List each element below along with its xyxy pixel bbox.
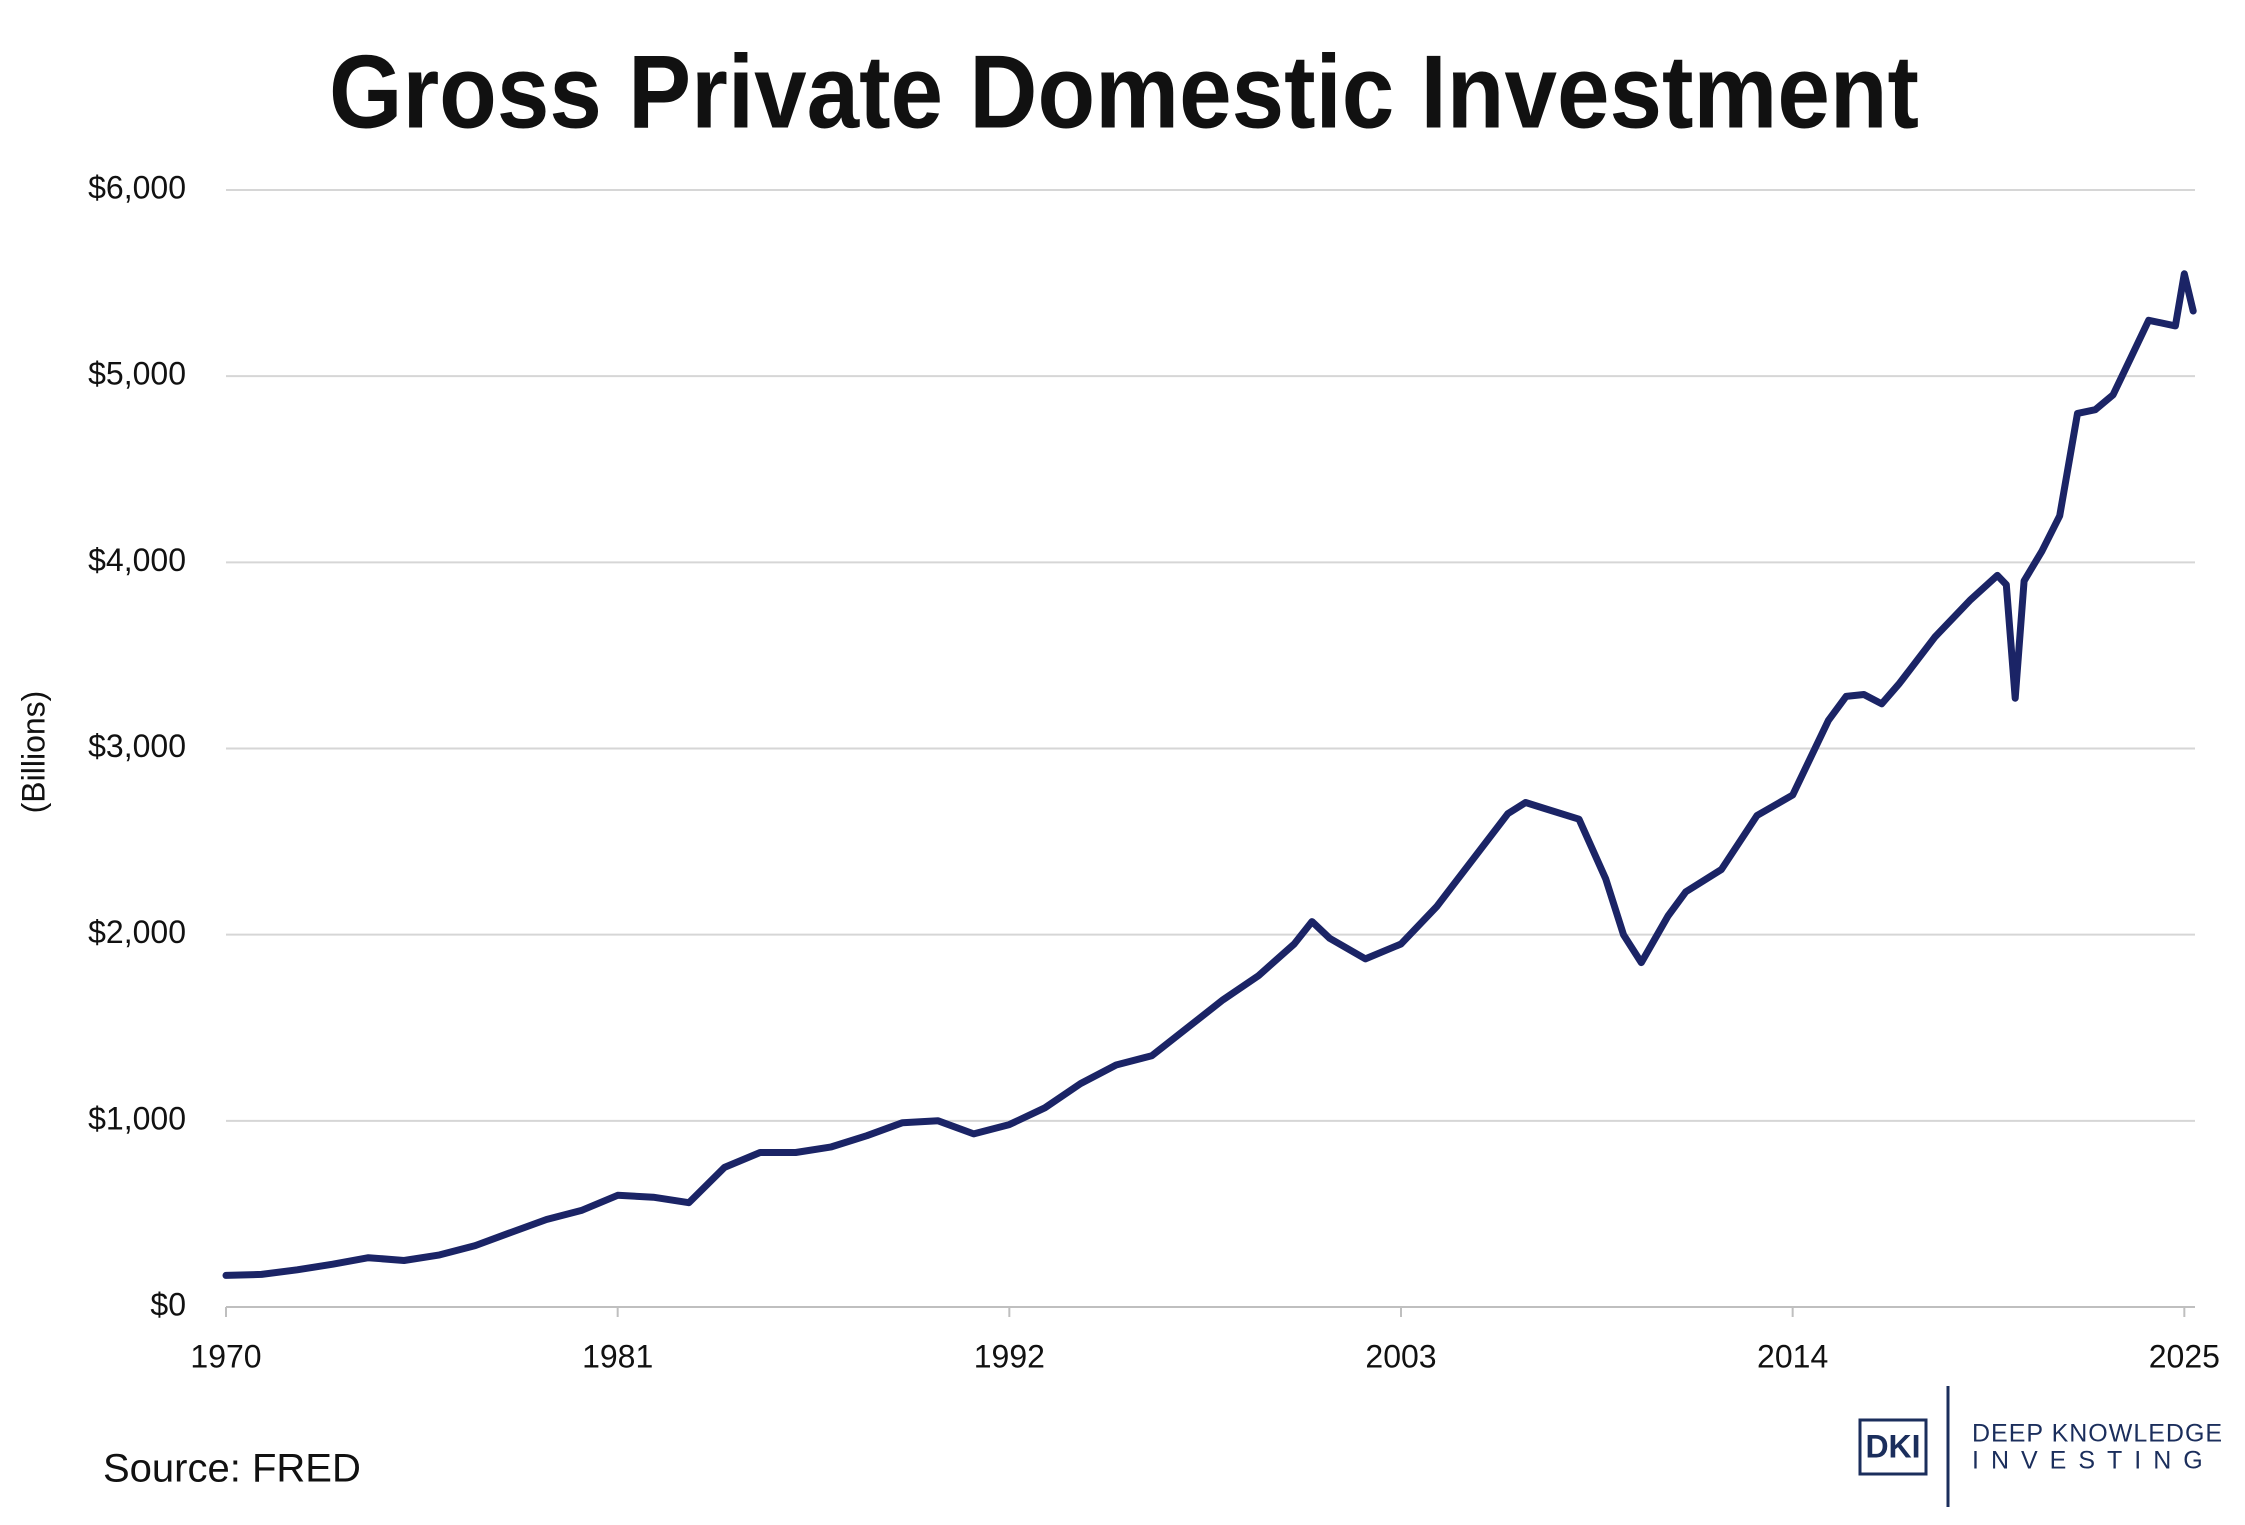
- source: Source: FRED: [103, 1447, 361, 1491]
- x-tick-label: 2025: [2149, 1338, 2220, 1374]
- y-tick-label: $0: [150, 1286, 186, 1322]
- y-axis-label: (Billions): [15, 691, 51, 814]
- x-tick-label: 1970: [190, 1338, 261, 1374]
- y-tick-label: $4,000: [88, 542, 186, 578]
- y-tick-label: $1,000: [88, 1100, 186, 1136]
- logo-line1: DEEP KNOWLEDGE: [1972, 1420, 2223, 1448]
- x-tick-label: 1992: [974, 1338, 1045, 1374]
- y-tick-label: $2,000: [88, 914, 186, 950]
- y-tick-label: $3,000: [88, 728, 186, 764]
- data-line: [222, 270, 2197, 1279]
- chart-title: Gross Private Domestic Investment: [329, 34, 1919, 150]
- y-tick-label: $6,000: [88, 169, 186, 205]
- logo-mark: DKI: [1865, 1428, 1920, 1464]
- x-tick-label: 1981: [582, 1338, 653, 1374]
- x-tick-label: 2014: [1757, 1338, 1828, 1374]
- x-tick-label: 2003: [1365, 1338, 1436, 1374]
- logo-box: [1858, 1418, 1928, 1476]
- logo-line2: INVESTING: [1972, 1447, 2215, 1475]
- y-tick-label: $5,000: [88, 356, 186, 392]
